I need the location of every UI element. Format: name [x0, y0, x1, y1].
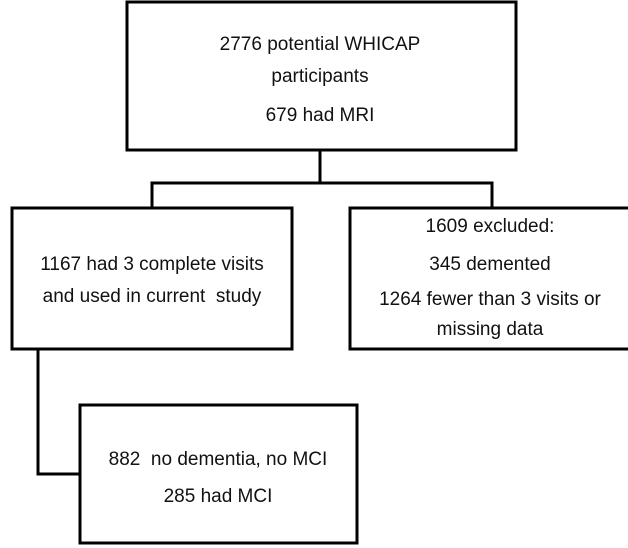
box-text: 2776 potential WHICAP — [220, 34, 421, 55]
box-text: 882 no dementia, no MCI — [109, 449, 328, 470]
box — [125, 0, 518, 152]
box-text: 1264 fewer than 3 visits or — [379, 289, 601, 310]
box-text: 285 had MCI — [164, 486, 273, 507]
box — [10, 206, 294, 351]
box-text: missing data — [437, 319, 544, 340]
box-text: and used in current study — [43, 286, 262, 307]
box — [78, 403, 359, 545]
box-text: 679 had MRI — [266, 105, 375, 126]
box-text: participants — [271, 66, 368, 87]
connector — [36, 349, 80, 476]
connector — [150, 181, 494, 208]
box-text: 1167 had 3 complete visits — [40, 254, 264, 275]
box — [348, 206, 628, 351]
box-text: 1609 excluded: — [426, 216, 555, 237]
box-text: 345 demented — [429, 254, 551, 275]
